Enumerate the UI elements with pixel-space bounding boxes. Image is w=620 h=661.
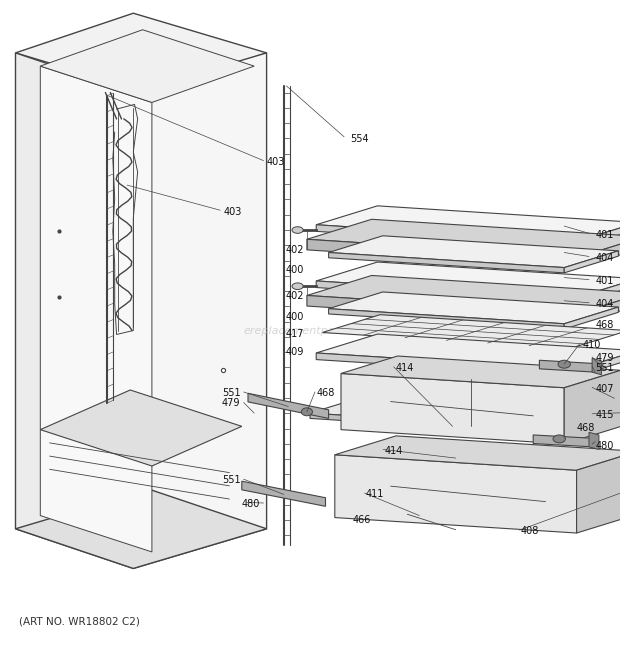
Polygon shape bbox=[564, 370, 620, 444]
Text: 551: 551 bbox=[222, 387, 241, 398]
Polygon shape bbox=[310, 413, 577, 436]
Text: 468: 468 bbox=[595, 320, 614, 330]
Polygon shape bbox=[16, 489, 267, 568]
Polygon shape bbox=[16, 53, 133, 568]
Polygon shape bbox=[40, 66, 152, 552]
Polygon shape bbox=[40, 30, 254, 102]
Text: 411: 411 bbox=[366, 489, 384, 500]
Text: 401: 401 bbox=[595, 276, 614, 286]
Ellipse shape bbox=[558, 360, 570, 368]
Polygon shape bbox=[341, 356, 620, 388]
Polygon shape bbox=[322, 315, 620, 348]
Polygon shape bbox=[307, 219, 620, 256]
Text: (ART NO. WR18802 C2): (ART NO. WR18802 C2) bbox=[19, 616, 140, 627]
Polygon shape bbox=[577, 451, 620, 533]
Text: 401: 401 bbox=[595, 229, 614, 240]
Polygon shape bbox=[335, 436, 620, 470]
Text: 407: 407 bbox=[595, 383, 614, 394]
Ellipse shape bbox=[292, 283, 303, 290]
Polygon shape bbox=[329, 236, 618, 268]
Polygon shape bbox=[341, 373, 564, 444]
Polygon shape bbox=[329, 309, 564, 329]
Polygon shape bbox=[316, 206, 620, 241]
Text: 400: 400 bbox=[285, 312, 304, 323]
Polygon shape bbox=[316, 281, 577, 304]
Polygon shape bbox=[564, 307, 618, 329]
Polygon shape bbox=[248, 393, 329, 418]
Text: 479: 479 bbox=[222, 398, 241, 408]
Ellipse shape bbox=[301, 408, 312, 416]
Text: 468: 468 bbox=[577, 423, 595, 434]
Polygon shape bbox=[592, 358, 601, 375]
Text: 480: 480 bbox=[242, 498, 260, 509]
Polygon shape bbox=[310, 393, 620, 430]
Polygon shape bbox=[577, 410, 620, 436]
Ellipse shape bbox=[553, 435, 565, 443]
Text: 400: 400 bbox=[285, 264, 304, 275]
Text: 402: 402 bbox=[285, 291, 304, 301]
Polygon shape bbox=[329, 292, 618, 324]
Polygon shape bbox=[307, 276, 620, 313]
Polygon shape bbox=[577, 279, 620, 304]
Text: 414: 414 bbox=[396, 363, 414, 373]
Polygon shape bbox=[316, 353, 577, 376]
Text: 554: 554 bbox=[350, 134, 369, 144]
Text: 404: 404 bbox=[595, 253, 614, 263]
Polygon shape bbox=[580, 237, 620, 267]
Text: ereplacementparts.com: ereplacementparts.com bbox=[243, 325, 377, 336]
Text: 479: 479 bbox=[595, 353, 614, 364]
Text: 466: 466 bbox=[352, 514, 371, 525]
Polygon shape bbox=[589, 432, 599, 449]
Ellipse shape bbox=[292, 227, 303, 233]
Polygon shape bbox=[133, 53, 267, 568]
Polygon shape bbox=[316, 262, 620, 297]
Text: 403: 403 bbox=[223, 206, 242, 217]
Text: 468: 468 bbox=[316, 387, 335, 398]
Polygon shape bbox=[577, 351, 620, 376]
Polygon shape bbox=[335, 455, 577, 533]
Polygon shape bbox=[316, 225, 577, 248]
Text: 417: 417 bbox=[285, 329, 304, 340]
Polygon shape bbox=[307, 295, 580, 323]
Text: 480: 480 bbox=[595, 440, 614, 451]
Text: 409: 409 bbox=[285, 346, 304, 357]
Polygon shape bbox=[533, 435, 592, 447]
Polygon shape bbox=[242, 481, 326, 506]
Polygon shape bbox=[564, 251, 618, 273]
Polygon shape bbox=[329, 253, 564, 273]
Polygon shape bbox=[16, 13, 267, 93]
Polygon shape bbox=[316, 334, 620, 369]
Text: 414: 414 bbox=[384, 446, 403, 456]
Text: 408: 408 bbox=[521, 526, 539, 537]
Text: 551: 551 bbox=[595, 362, 614, 373]
Polygon shape bbox=[307, 239, 580, 267]
Text: 551: 551 bbox=[222, 475, 241, 485]
Text: 403: 403 bbox=[267, 157, 285, 167]
Polygon shape bbox=[577, 223, 620, 248]
Polygon shape bbox=[580, 293, 620, 323]
Text: 404: 404 bbox=[595, 299, 614, 309]
Text: 402: 402 bbox=[285, 245, 304, 255]
Polygon shape bbox=[40, 390, 242, 466]
Polygon shape bbox=[539, 360, 595, 372]
Text: 415: 415 bbox=[595, 410, 614, 420]
Text: 410: 410 bbox=[583, 340, 601, 350]
